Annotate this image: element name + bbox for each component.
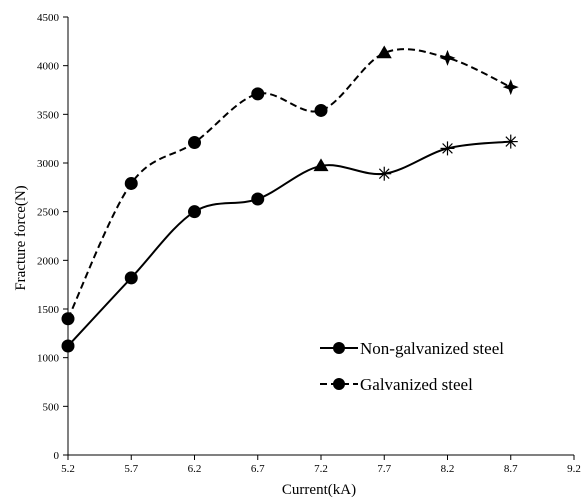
data-point xyxy=(251,87,265,101)
x-tick-label: 6.2 xyxy=(188,463,202,475)
data-point xyxy=(124,271,138,285)
series-layer xyxy=(61,45,519,353)
data-point xyxy=(314,103,328,117)
data-point xyxy=(251,192,265,206)
data-point xyxy=(188,136,201,150)
legend: Non-galvanized steel Galvanized steel xyxy=(320,339,504,394)
data-point-stroke xyxy=(442,143,453,154)
y-tick-label: 4500 xyxy=(37,12,60,24)
x-tick-label: 8.7 xyxy=(504,463,518,475)
data-point-stroke xyxy=(378,168,390,180)
x-tick-label: 7.7 xyxy=(377,463,391,475)
x-tick-label: 6.7 xyxy=(251,463,265,475)
legend-marker-galvanized xyxy=(333,378,345,390)
data-point xyxy=(503,134,518,149)
y-tick-label: 4000 xyxy=(37,61,60,73)
x-tick-label: 8.2 xyxy=(441,463,455,475)
data-point xyxy=(124,176,138,190)
series-galvanized xyxy=(61,45,519,326)
x-tick-label: 9.2 xyxy=(567,463,581,475)
y-axis-label: Fracture force(N) xyxy=(13,185,29,290)
data-point xyxy=(502,79,519,96)
y-tick-label: 1500 xyxy=(37,304,60,316)
legend-entry-non-galvanized: Non-galvanized steel xyxy=(320,339,504,358)
data-point xyxy=(377,166,392,181)
data-point xyxy=(61,312,75,326)
legend-label-galvanized: Galvanized steel xyxy=(360,375,473,394)
y-tick-label: 0 xyxy=(54,450,60,462)
x-tick-labels: 5.2 5.7 6.2 6.7 7.2 7.7 8.2 8.7 9.2 xyxy=(61,463,581,475)
data-point xyxy=(313,158,329,172)
legend-marker-non-galvanized xyxy=(333,342,345,354)
legend-entry-galvanized: Galvanized steel xyxy=(320,375,473,394)
series-non-galvanized xyxy=(61,134,518,353)
x-tick-label: 7.2 xyxy=(314,463,328,475)
data-point xyxy=(440,141,455,156)
x-tick-label: 5.7 xyxy=(124,463,138,475)
y-tick-label: 2500 xyxy=(37,207,60,219)
y-tick-label: 3000 xyxy=(37,158,60,170)
series-line xyxy=(67,140,511,347)
y-tick-label: 2000 xyxy=(37,255,60,267)
y-tick-labels: 0 500 1000 1500 2000 2500 3000 3500 4000 4500 xyxy=(37,12,60,462)
x-axis-label: Current(kA) xyxy=(282,482,356,498)
legend-label-non-galvanized: Non-galvanized steel xyxy=(360,339,504,358)
data-point xyxy=(376,45,392,59)
axes xyxy=(63,16,575,460)
data-point xyxy=(188,205,201,219)
data-point xyxy=(61,339,75,353)
y-tick-label: 1000 xyxy=(37,353,60,365)
data-point xyxy=(439,49,456,66)
y-tick-label: 500 xyxy=(43,401,60,413)
data-point-stroke xyxy=(505,136,517,147)
y-tick-label: 3500 xyxy=(37,109,60,121)
x-tick-label: 5.2 xyxy=(61,463,75,475)
